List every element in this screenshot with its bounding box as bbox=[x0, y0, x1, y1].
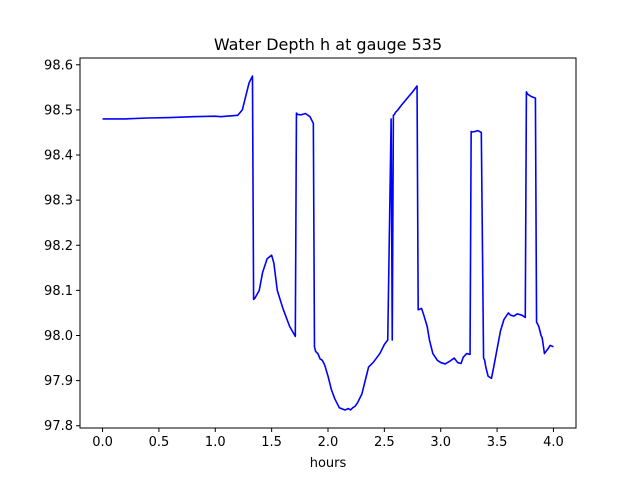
series-line-0 bbox=[102, 75, 554, 411]
chart-title: Water Depth h at gauge 535 bbox=[214, 35, 442, 54]
x-tick-label: 4.0 bbox=[543, 435, 564, 450]
y-tick-label: 98.6 bbox=[44, 58, 73, 73]
x-tick-label: 3.5 bbox=[487, 435, 508, 450]
y-tick-label: 98.3 bbox=[44, 194, 73, 209]
x-tick-label: 1.0 bbox=[205, 435, 226, 450]
y-tick-label: 98.0 bbox=[44, 329, 73, 344]
y-tick-label: 98.1 bbox=[44, 284, 73, 299]
y-tick-label: 98.5 bbox=[44, 103, 73, 118]
y-axis-ticks: 97.8 97.9 98.0 98.1 98.2 98.3 98.4 98.5 98.6 bbox=[44, 58, 80, 434]
x-axis-label: hours bbox=[310, 456, 347, 471]
x-tick-label: 0.5 bbox=[149, 435, 170, 450]
x-axis-ticks: 0.0 0.5 1.0 1.5 2.0 2.5 3.0 3.5 4.0 bbox=[92, 428, 564, 450]
plot-area bbox=[102, 75, 554, 411]
x-tick-label: 3.0 bbox=[430, 435, 451, 450]
x-tick-label: 1.5 bbox=[261, 435, 282, 450]
x-tick-label: 2.0 bbox=[318, 435, 339, 450]
x-tick-label: 2.5 bbox=[374, 435, 395, 450]
x-tick-label: 0.0 bbox=[92, 435, 113, 450]
y-tick-label: 97.9 bbox=[44, 374, 73, 389]
y-tick-label: 98.2 bbox=[44, 239, 73, 254]
y-tick-label: 97.8 bbox=[44, 419, 73, 434]
y-tick-label: 98.4 bbox=[44, 149, 73, 164]
axes-frame bbox=[79, 57, 577, 429]
